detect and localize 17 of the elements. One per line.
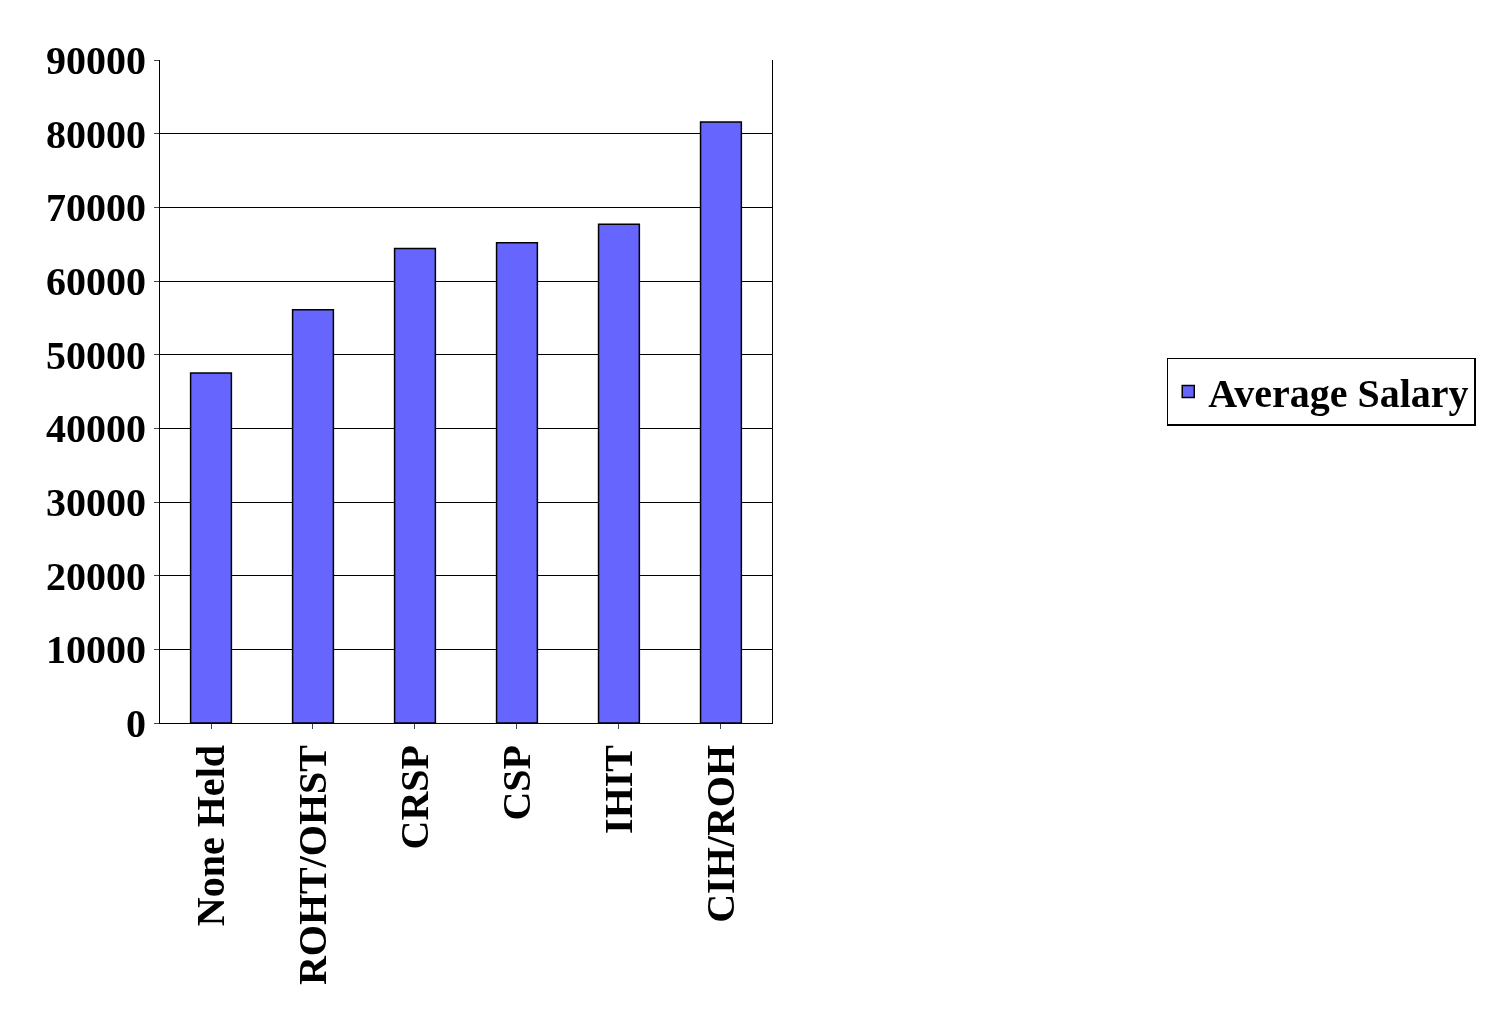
x-tick-label: None Held — [188, 745, 233, 927]
y-tick-label: 20000 — [46, 553, 146, 599]
y-tick-label: 80000 — [46, 111, 146, 157]
x-tick-label: CRSP — [391, 745, 437, 850]
y-tick-label: 60000 — [46, 259, 146, 304]
x-tick-label: CIH/ROH — [697, 745, 743, 923]
y-tick-label: 50000 — [46, 332, 146, 378]
legend-label: Average Salary — [1208, 371, 1469, 417]
y-tick-label: 30000 — [46, 480, 146, 525]
y-tick-label: 40000 — [46, 406, 146, 452]
y-tick-label: 70000 — [46, 185, 146, 231]
x-tick-label: IHIT — [595, 744, 641, 834]
y-tick-label: 90000 — [46, 38, 146, 83]
y-tick-label: 0 — [126, 701, 146, 746]
x-tick-label: CSP — [493, 745, 539, 821]
y-tick-label: 10000 — [46, 627, 146, 673]
x-tick-label: ROHT/OHST — [289, 744, 335, 986]
